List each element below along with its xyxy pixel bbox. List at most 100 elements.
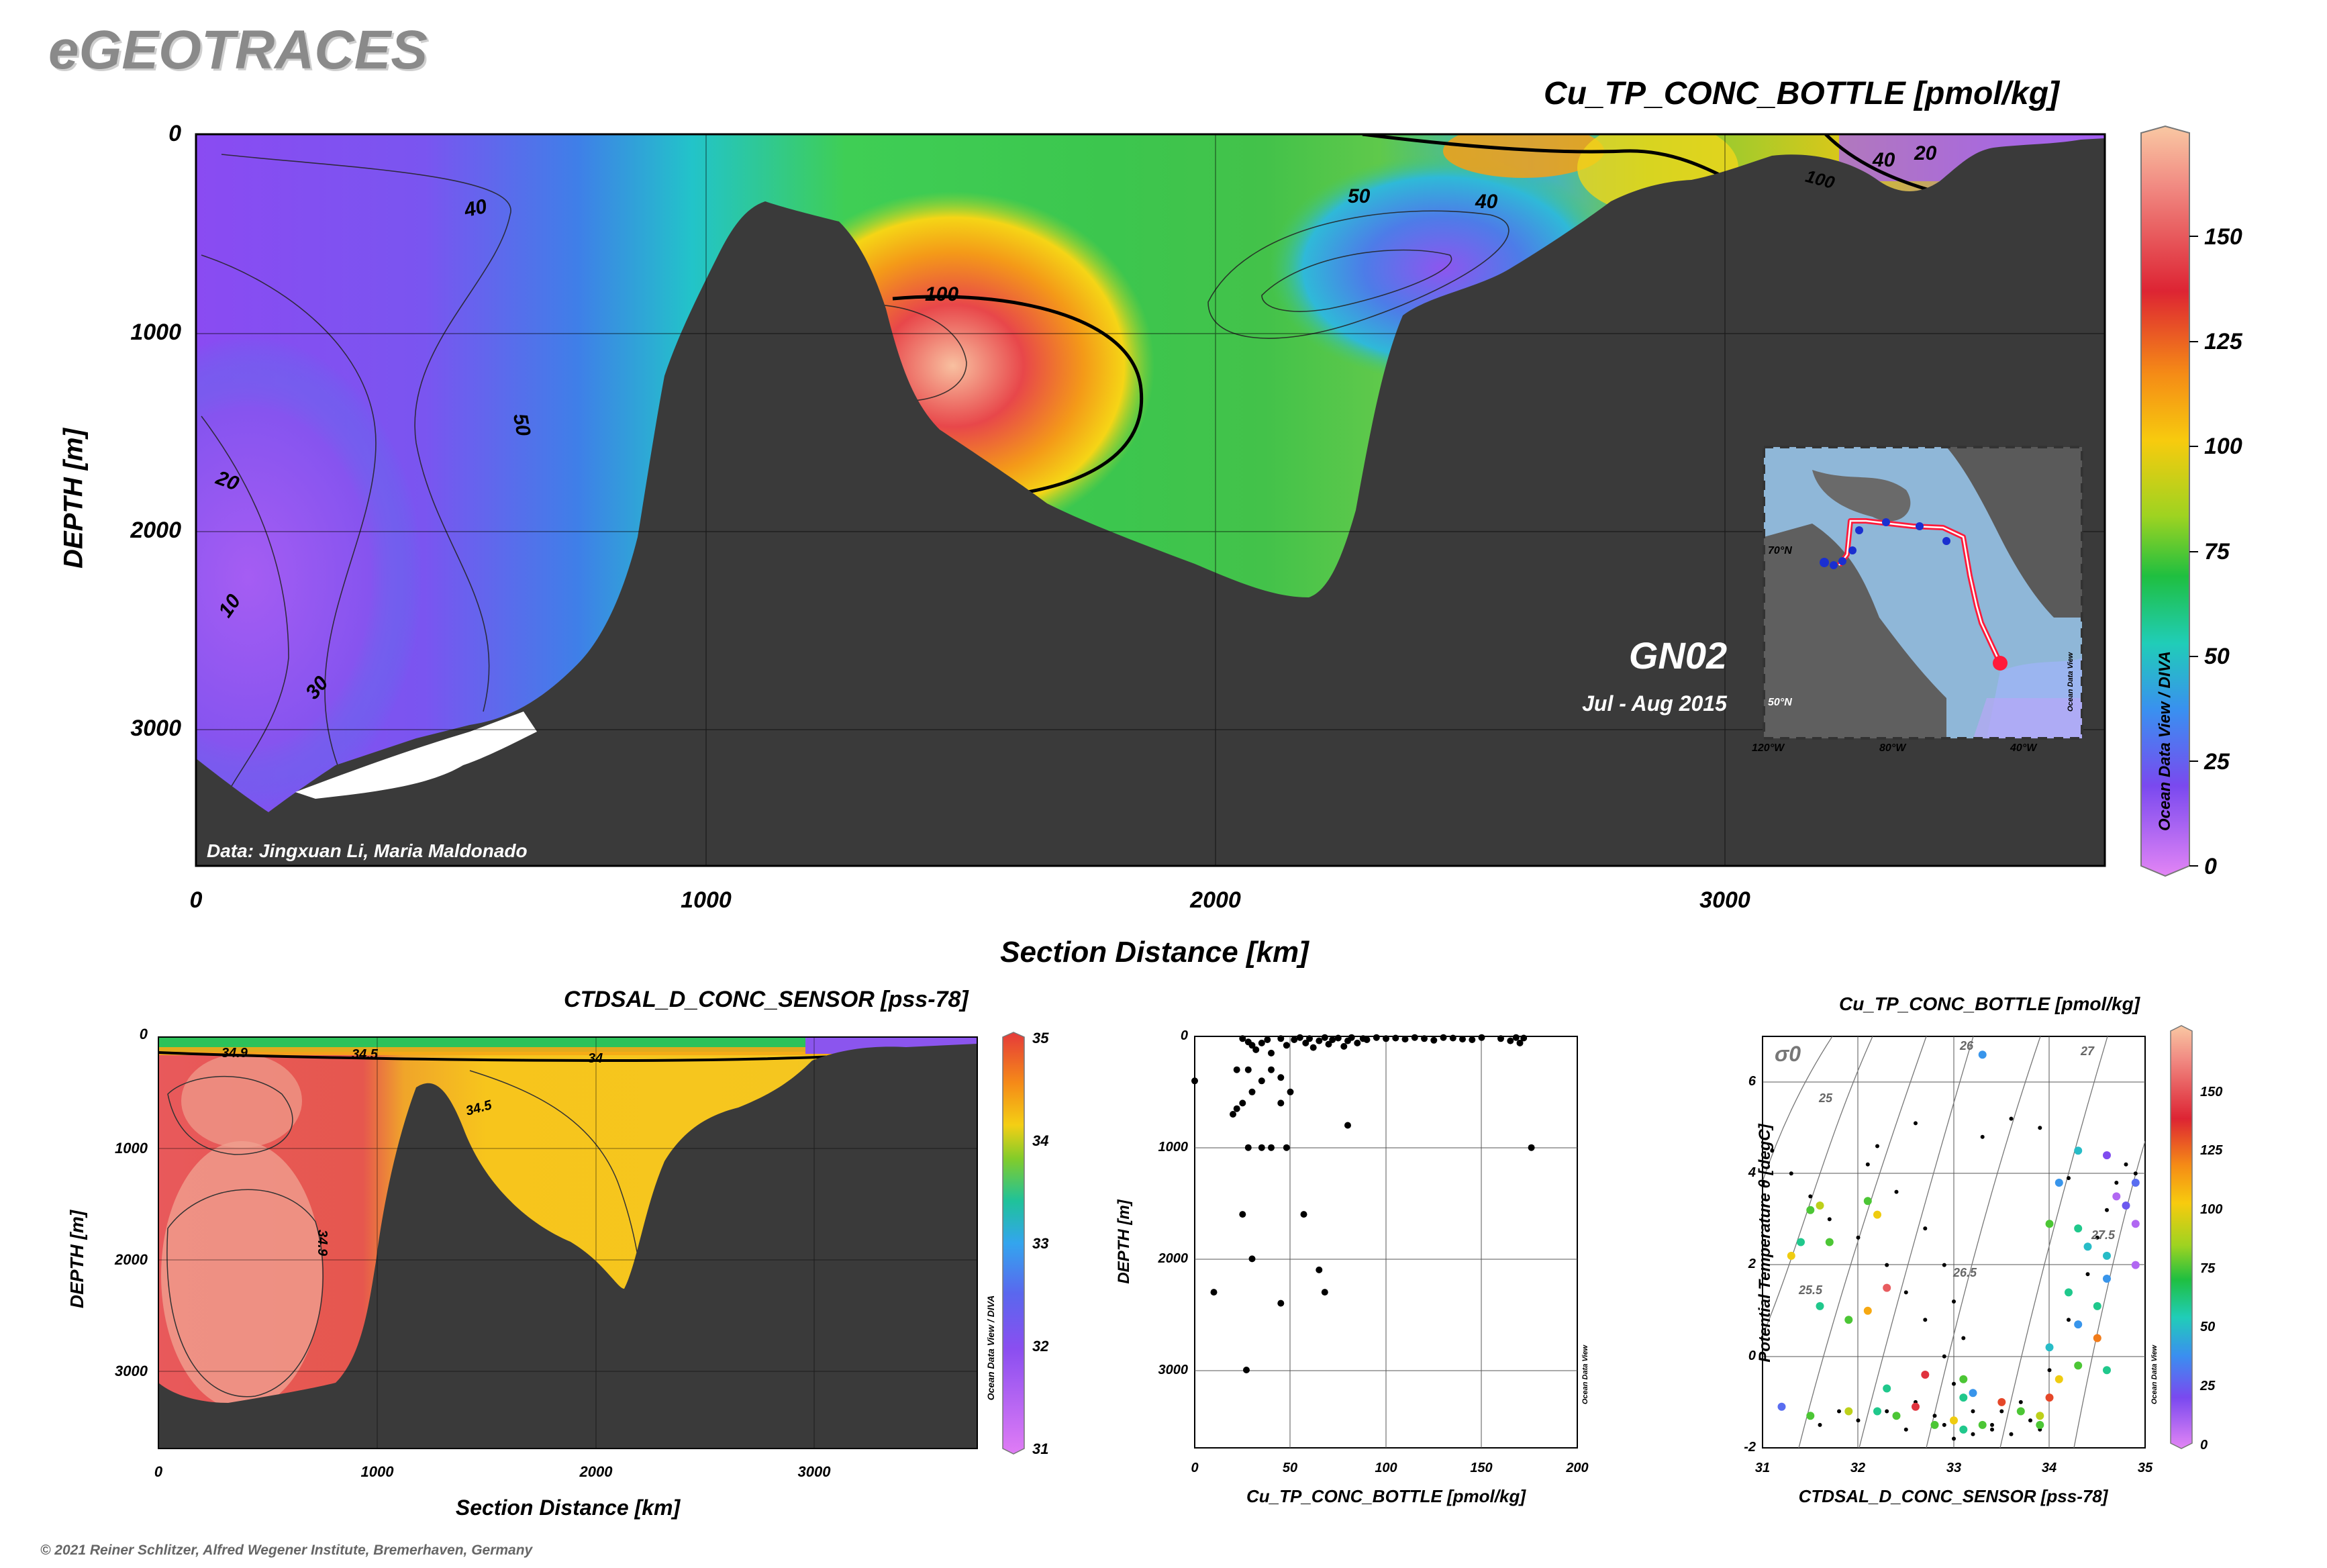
ts-black-point (1827, 1217, 1832, 1222)
ts-isopycnal-label: 26.5 (1953, 1266, 1977, 1279)
profile-ytick: 3000 (1158, 1363, 1189, 1377)
data-point (1283, 1042, 1290, 1049)
data-point (1325, 1040, 1332, 1048)
salinity-xlabel: Section Distance [km] (455, 1496, 681, 1520)
ts-black-point (1885, 1263, 1889, 1267)
main-ytick-2000: 2000 (130, 518, 181, 543)
ts-xtick: 31 (1754, 1461, 1771, 1475)
data-point (1344, 1122, 1351, 1129)
ts-colored-point (1883, 1283, 1891, 1292)
ts-colored-point (1959, 1425, 1968, 1434)
inset-map (1763, 446, 2083, 740)
ts-colored-point (2093, 1302, 2101, 1310)
data-point (1430, 1036, 1438, 1044)
data-point (1248, 1088, 1256, 1095)
ts-black-point (1856, 1235, 1861, 1240)
profile-ytick: 2000 (1158, 1251, 1189, 1266)
ts-black-point (1990, 1422, 1994, 1427)
main-xtick-0: 0 (189, 887, 203, 913)
data-point (1239, 1035, 1246, 1042)
data-point (1283, 1144, 1290, 1151)
main-ytick-0: 0 (168, 121, 181, 146)
ts-black-point (2067, 1318, 2071, 1322)
data-point (1277, 1099, 1285, 1107)
ts-black-point (2038, 1126, 2042, 1130)
ts-black-point (2018, 1400, 2023, 1404)
inset-lon-40: 40°W (2010, 742, 2037, 754)
ts-black-point (1942, 1263, 1946, 1267)
data-point (1516, 1039, 1524, 1046)
main-ytick-1000: 1000 (130, 320, 181, 345)
ts-colored-point (1825, 1238, 1834, 1246)
profile-ytick: 1000 (1158, 1140, 1189, 1155)
ts-colored-point (1969, 1389, 1977, 1398)
ts-colored-point (2065, 1288, 2073, 1297)
data-point (1268, 1066, 1275, 1073)
profile-xtick: 100 (1375, 1461, 1397, 1475)
data-point (1252, 1046, 1260, 1053)
ts-black-point (2095, 1235, 2099, 1240)
main-cb-tick-125: 125 (2204, 329, 2242, 354)
data-point (1300, 1211, 1307, 1218)
contour-label: 20 (1914, 142, 1937, 164)
ts-black-point (1980, 1134, 1985, 1139)
ts-colored-point (2074, 1146, 2083, 1155)
data-point (1316, 1037, 1323, 1044)
ts-colored-point (1873, 1210, 1881, 1219)
ts-black-point (1789, 1171, 1793, 1176)
inset-lat-70: 70°N (1768, 545, 1792, 556)
ts-isopycnal-label: 26 (1960, 1039, 1974, 1052)
data-point (1302, 1039, 1309, 1046)
ts-black-point (2047, 1368, 2052, 1373)
ts-colored-point (2093, 1334, 2101, 1342)
ts-colored-point (2131, 1220, 2140, 1228)
main-xlabel: Section Distance [km] (1000, 936, 1309, 969)
data-point (1316, 1266, 1323, 1273)
data-point (1239, 1099, 1246, 1107)
ts-black-point (1914, 1121, 1918, 1126)
data-point (1258, 1144, 1265, 1151)
ts-colored-point (1806, 1412, 1815, 1420)
data-point (1296, 1034, 1303, 1041)
ts-colored-point (2083, 1242, 2092, 1251)
ts-xtick: 35 (2137, 1461, 2153, 1475)
ts-colored-point (1863, 1306, 1872, 1315)
ts-colored-point (2045, 1220, 2054, 1228)
main-cb-tick-75: 75 (2204, 539, 2230, 565)
profile-xlabel: Cu_TP_CONC_BOTTLE [pmol/kg] (1246, 1486, 1526, 1506)
ts-sigma-label: σ0 (1775, 1042, 1801, 1066)
ts-xtick: 34 (2041, 1461, 2057, 1475)
data-point (1191, 1077, 1198, 1085)
ts-black-point (2105, 1208, 2109, 1212)
ts-colored-point (1892, 1412, 1901, 1420)
data-point (1528, 1144, 1535, 1151)
profile-xtick: 150 (1470, 1461, 1493, 1475)
ts-colored-point (2054, 1375, 2063, 1383)
data-point (1277, 1074, 1285, 1081)
ts-colored-point (2074, 1320, 2083, 1329)
main-cb-tick-25: 25 (2204, 749, 2230, 775)
main-cb-tick-100: 100 (2204, 434, 2242, 459)
salinity-cb-tick: 35 (1032, 1030, 1049, 1046)
ts-black-point (2085, 1272, 2090, 1277)
data-point (1469, 1036, 1476, 1043)
ts-ytick: 4 (1748, 1165, 1756, 1180)
main-cb-tick-0: 0 (2204, 854, 2217, 879)
ts-black-point (2114, 1181, 2119, 1185)
ts-ytick: 0 (1748, 1349, 1756, 1363)
ts-black-point (2009, 1116, 2014, 1121)
inset-lat-50: 50°N (1768, 697, 1792, 708)
ts-black-point (1999, 1409, 2004, 1414)
ts-black-point (1952, 1300, 1956, 1304)
main-cb-tick-150: 150 (2204, 224, 2242, 250)
salinity-xtick: 1000 (360, 1463, 394, 1480)
ts-black-point (2133, 1171, 2138, 1176)
salinity-xtick: 3000 (797, 1463, 831, 1480)
data-point (1348, 1034, 1355, 1041)
contour-label: 40 (1475, 191, 1498, 213)
profile-ytick: 0 (1180, 1028, 1188, 1043)
ts-xlabel: CTDSAL_D_CONC_SENSOR [pss-78] (1798, 1486, 2108, 1506)
ts-black-point (1770, 1148, 1775, 1153)
ts-black-point (1865, 1162, 1870, 1167)
